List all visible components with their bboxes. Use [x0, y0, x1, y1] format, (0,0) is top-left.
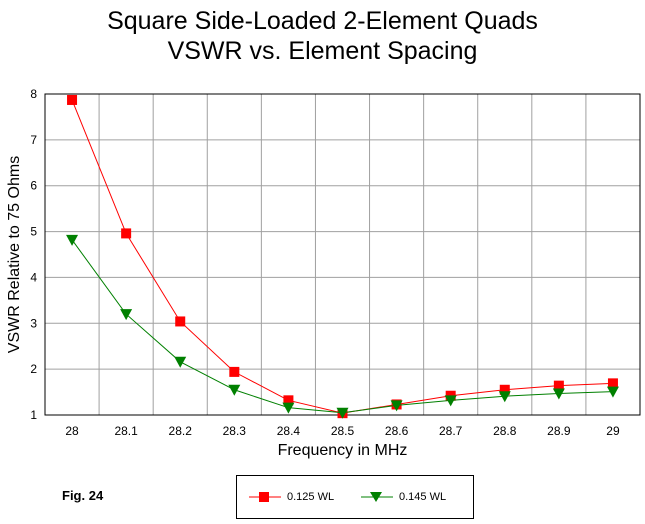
data-point-square [67, 94, 78, 105]
figure-label: Fig. 24 [62, 488, 104, 503]
x-tick-label: 28.4 [277, 424, 301, 438]
data-point-triangle [552, 388, 565, 400]
y-tick-label: 2 [30, 362, 37, 376]
data-point-triangle [336, 407, 349, 419]
data-point-square [283, 395, 294, 406]
x-tick-label: 28.2 [169, 424, 193, 438]
data-point-triangle [66, 234, 79, 246]
data-point-square [175, 316, 186, 327]
chart-title: Square Side-Loaded 2-Element Quads [107, 7, 538, 35]
x-tick-label: 28.7 [439, 424, 463, 438]
y-tick-label: 8 [30, 87, 37, 101]
legend-label-series-1: 0.125 WL [287, 491, 335, 503]
y-tick-label: 4 [30, 270, 37, 284]
plot-area [45, 94, 640, 415]
legend: 0.125 WL 0.145 WL [236, 475, 474, 519]
x-tick-label: 28 [65, 424, 79, 438]
data-point-triangle [606, 386, 619, 398]
data-point-square [499, 384, 510, 395]
data-point-square [553, 380, 564, 391]
legend-label-series-2: 0.145 WL [399, 491, 447, 503]
x-tick-label: 28.6 [385, 424, 409, 438]
data-point-square [121, 228, 132, 239]
chart-subtitle: VSWR vs. Element Spacing [167, 37, 478, 65]
y-tick-label: 7 [30, 133, 37, 147]
y-tick-label: 6 [30, 179, 37, 193]
x-tick-label: 28.5 [331, 424, 355, 438]
y-tick-label: 5 [30, 225, 37, 239]
legend-swatch-square-marker [249, 492, 281, 502]
y-tick-label: 3 [30, 316, 37, 330]
data-point-triangle [120, 309, 133, 321]
legend-swatch-triangle-marker [361, 492, 393, 502]
chart-svg: 28 28.1 28.2 28.3 28.4 28.5 28.6 28.7 28.8 28.9 29… [6, 87, 641, 459]
data-point-triangle [498, 391, 511, 403]
y-axis-label: VSWR Relative to 75 Ohms [6, 156, 23, 353]
data-point-square [229, 366, 240, 377]
data-point-triangle [174, 356, 187, 368]
data-point-triangle [228, 384, 241, 396]
series-2 [66, 234, 619, 419]
data-point-triangle [282, 402, 295, 414]
x-tick-label: 28.9 [547, 424, 571, 438]
x-tick-label: 28.1 [114, 424, 138, 438]
x-tick-label: 28.3 [223, 424, 247, 438]
x-tick-label: 28.8 [493, 424, 517, 438]
x-tick-label: 29 [606, 424, 620, 438]
data-point-triangle [390, 400, 403, 412]
data-point-triangle [444, 395, 457, 407]
x-axis-label: Frequency in MHz [278, 442, 408, 459]
y-tick-label: 1 [30, 408, 37, 422]
data-point-square [607, 378, 618, 389]
